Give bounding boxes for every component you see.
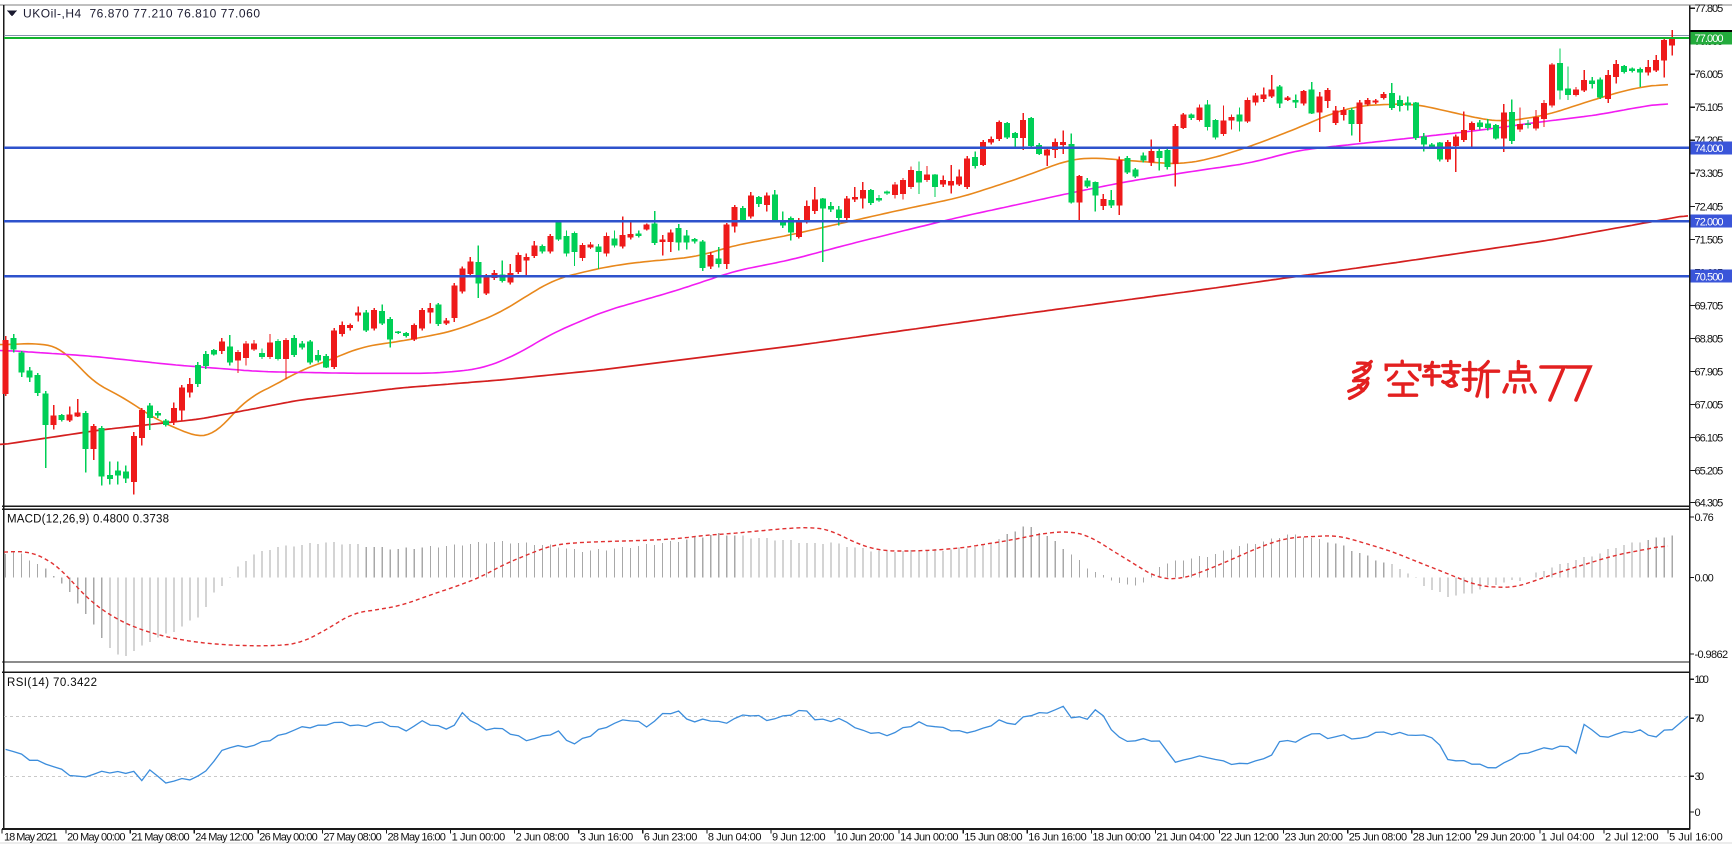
svg-text:2 Jul 12:00: 2 Jul 12:00: [1605, 832, 1659, 844]
svg-text:72.405: 72.405: [1695, 201, 1724, 213]
svg-text:-0.9862: -0.9862: [1695, 649, 1729, 661]
svg-text:70.500: 70.500: [1695, 271, 1724, 283]
svg-text:21 May 08:00: 21 May 08:00: [131, 832, 189, 844]
svg-text:77.000: 77.000: [1695, 33, 1724, 45]
svg-text:66.105: 66.105: [1695, 432, 1724, 444]
svg-text:UKOil-,H4 76.870 77.210 76.81: UKOil-,H4 76.870 77.210 76.810 77.060: [23, 7, 260, 21]
svg-text:26 May 00:00: 26 May 00:00: [259, 832, 317, 844]
svg-text:20 May 00:00: 20 May 00:00: [67, 832, 125, 844]
svg-text:2 Jun 08:00: 2 Jun 08:00: [516, 832, 570, 844]
svg-text:75.105: 75.105: [1695, 102, 1724, 114]
svg-text:16 Jun 16:00: 16 Jun 16:00: [1028, 832, 1086, 844]
svg-text:64.305: 64.305: [1695, 497, 1724, 509]
svg-text:100: 100: [1695, 674, 1709, 686]
svg-text:15 Jun 08:00: 15 Jun 08:00: [964, 832, 1022, 844]
svg-text:9 Jun 12:00: 9 Jun 12:00: [772, 832, 826, 844]
svg-text:67.005: 67.005: [1695, 399, 1724, 411]
svg-text:RSI(14) 70.3422: RSI(14) 70.3422: [7, 677, 97, 689]
svg-text:23 Jun 20:00: 23 Jun 20:00: [1285, 832, 1343, 844]
svg-text:3 Jun 16:00: 3 Jun 16:00: [580, 832, 634, 844]
svg-text:18 Jun 00:00: 18 Jun 00:00: [1092, 832, 1150, 844]
svg-text:25 Jun 08:00: 25 Jun 08:00: [1349, 832, 1407, 844]
svg-text:0.00: 0.00: [1695, 572, 1714, 584]
svg-text:28 Jun 12:00: 28 Jun 12:00: [1413, 832, 1471, 844]
svg-text:71.505: 71.505: [1695, 234, 1724, 246]
svg-text:8 Jun 04:00: 8 Jun 04:00: [708, 832, 762, 844]
svg-text:0: 0: [1695, 807, 1701, 819]
svg-text:1 Jul 04:00: 1 Jul 04:00: [1541, 832, 1595, 844]
svg-text:72.000: 72.000: [1695, 216, 1724, 228]
svg-text:30: 30: [1695, 771, 1705, 783]
svg-text:27 May 08:00: 27 May 08:00: [323, 832, 381, 844]
svg-text:14 Jun 00:00: 14 Jun 00:00: [900, 832, 958, 844]
svg-text:76.005: 76.005: [1695, 69, 1724, 81]
svg-text:68.805: 68.805: [1695, 333, 1724, 345]
svg-text:6 Jun 23:00: 6 Jun 23:00: [644, 832, 698, 844]
svg-text:77.805: 77.805: [1695, 3, 1724, 15]
svg-text:70: 70: [1695, 713, 1705, 725]
svg-text:73.305: 73.305: [1695, 168, 1724, 180]
svg-text:10 Jun 20:00: 10 Jun 20:00: [836, 832, 894, 844]
svg-text:74.000: 74.000: [1695, 143, 1724, 155]
svg-text:22 Jun 12:00: 22 Jun 12:00: [1221, 832, 1279, 844]
svg-text:1 Jun 00:00: 1 Jun 00:00: [452, 832, 506, 844]
svg-text:0.76: 0.76: [1695, 512, 1714, 524]
svg-text:28 May 16:00: 28 May 16:00: [388, 832, 446, 844]
svg-text:5 Jul 16:00: 5 Jul 16:00: [1669, 832, 1723, 844]
svg-text:21 Jun 04:00: 21 Jun 04:00: [1156, 832, 1214, 844]
svg-text:MACD(12,26,9) 0.4800 0.3738: MACD(12,26,9) 0.4800 0.3738: [7, 514, 169, 526]
svg-text:69.705: 69.705: [1695, 300, 1724, 312]
svg-text:18 May 2021: 18 May 2021: [4, 832, 58, 844]
svg-text:67.905: 67.905: [1695, 366, 1724, 378]
svg-text:29 Jun 20:00: 29 Jun 20:00: [1477, 832, 1535, 844]
svg-text:24 May 12:00: 24 May 12:00: [195, 832, 253, 844]
svg-text:65.205: 65.205: [1695, 465, 1724, 477]
